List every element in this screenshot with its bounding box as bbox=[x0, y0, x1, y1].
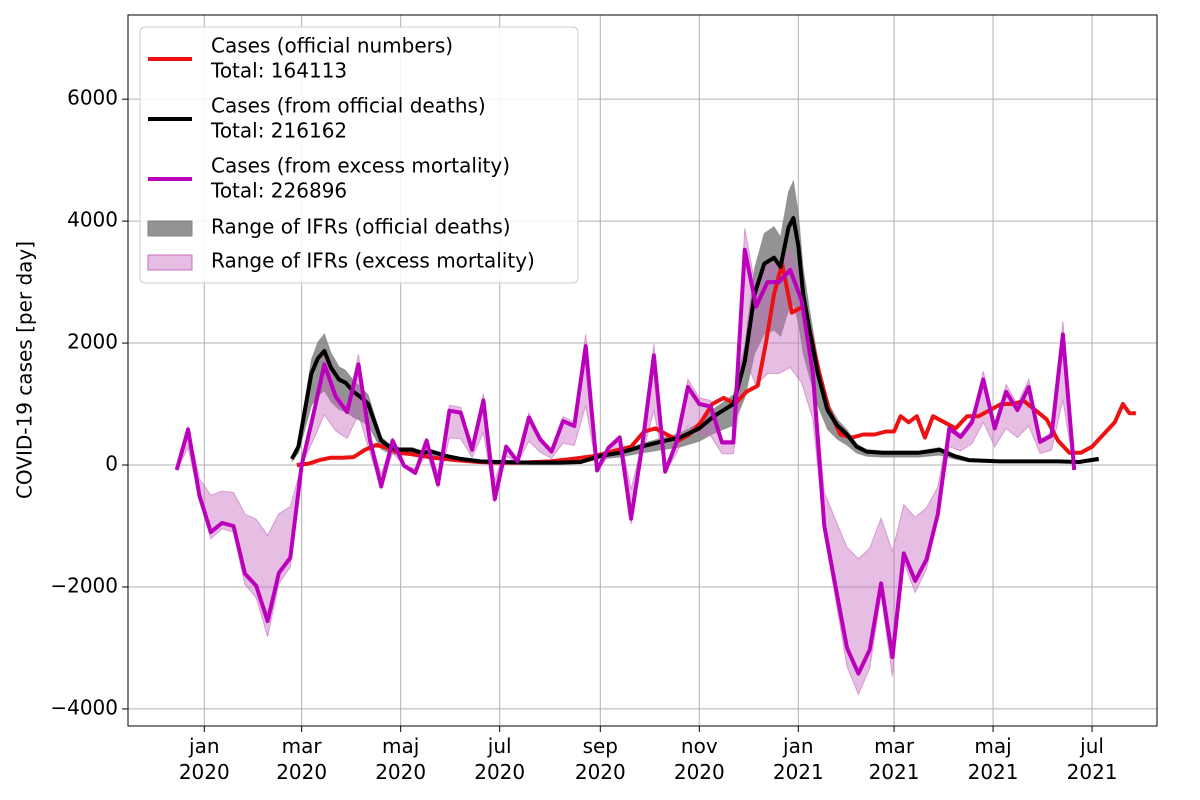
x-tick-label: jul 2021 bbox=[1066, 734, 1118, 784]
legend-total: Total: 216162 bbox=[210, 119, 347, 143]
legend-swatch bbox=[147, 254, 193, 271]
legend-label: Cases (from official deaths) bbox=[211, 94, 486, 118]
y-tick-label: −2000 bbox=[50, 573, 118, 597]
legend-label: Range of IFRs (official deaths) bbox=[211, 215, 511, 239]
y-tick-label: 0 bbox=[105, 452, 118, 476]
legend-label: Cases (official numbers) bbox=[211, 34, 453, 58]
x-tick-label: mar 2020 bbox=[276, 734, 328, 784]
legend-total: Total: 226896 bbox=[210, 179, 347, 203]
x-tick-label: jan 2020 bbox=[178, 734, 230, 784]
x-tick-label: maj 2020 bbox=[375, 734, 427, 784]
legend-label: Range of IFRs (excess mortality) bbox=[211, 249, 535, 273]
legend-swatch bbox=[147, 220, 193, 237]
legend-box bbox=[139, 26, 579, 284]
x-tick-label: jul 2020 bbox=[474, 734, 526, 784]
y-tick-label: 2000 bbox=[67, 330, 118, 354]
x-tick-label: jan 2021 bbox=[772, 734, 824, 784]
plot-frame bbox=[127, 14, 1158, 727]
legend-total: Total: 164113 bbox=[210, 59, 347, 83]
x-tick-label: mar 2021 bbox=[868, 734, 920, 784]
x-tick-label: maj 2021 bbox=[967, 734, 1019, 784]
legend-label: Cases (from excess mortality) bbox=[211, 154, 510, 178]
y-tick-label: 4000 bbox=[67, 208, 118, 232]
x-tick-label: nov 2020 bbox=[673, 734, 725, 784]
plot-area bbox=[174, 179, 1136, 696]
y-tick-label: −4000 bbox=[50, 695, 118, 719]
x-tick-label: sep 2020 bbox=[574, 734, 626, 784]
y-axis-label: COVID-19 cases [per day] bbox=[13, 241, 37, 499]
legend: Cases (official numbers)Total: 164113 Cas… bbox=[139, 26, 579, 284]
y-tick-label: 6000 bbox=[67, 86, 118, 110]
series-line bbox=[174, 247, 1077, 676]
